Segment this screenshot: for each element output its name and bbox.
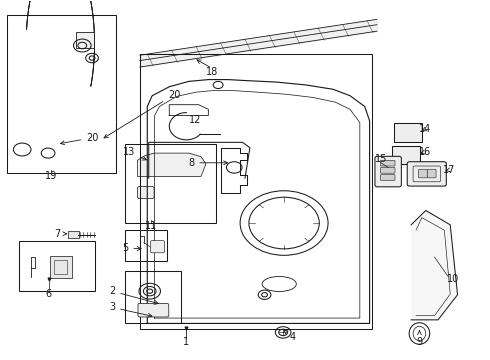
Text: 19: 19	[45, 171, 57, 181]
Text: 1: 1	[183, 337, 190, 347]
FancyBboxPatch shape	[151, 240, 164, 253]
Text: 15: 15	[375, 154, 387, 164]
Text: 8: 8	[188, 158, 228, 168]
FancyBboxPatch shape	[68, 231, 79, 238]
Bar	[140, 54, 372, 329]
FancyBboxPatch shape	[380, 167, 395, 173]
FancyBboxPatch shape	[380, 175, 395, 180]
Bar	[125, 144, 216, 223]
Bar	[125, 230, 167, 261]
Text: 20: 20	[104, 90, 180, 138]
Text: 11: 11	[145, 221, 157, 231]
FancyBboxPatch shape	[138, 303, 169, 317]
Text: 13: 13	[122, 147, 147, 160]
Text: 14: 14	[418, 125, 431, 134]
Text: 12: 12	[189, 115, 201, 125]
FancyBboxPatch shape	[407, 162, 446, 186]
Text: 20: 20	[61, 133, 99, 145]
Text: 16: 16	[418, 147, 431, 157]
Ellipse shape	[140, 164, 155, 171]
FancyBboxPatch shape	[418, 169, 427, 178]
FancyBboxPatch shape	[427, 169, 436, 178]
Text: 7: 7	[54, 229, 67, 239]
Text: 10: 10	[446, 274, 459, 284]
FancyBboxPatch shape	[393, 123, 422, 141]
FancyBboxPatch shape	[76, 32, 94, 48]
FancyBboxPatch shape	[392, 146, 420, 164]
Bar	[19, 241, 95, 291]
Text: 9: 9	[416, 331, 422, 347]
Ellipse shape	[162, 161, 176, 168]
Text: 17: 17	[443, 165, 455, 175]
Text: 18: 18	[206, 67, 218, 77]
Text: 3: 3	[109, 302, 152, 317]
Text: 2: 2	[109, 286, 158, 304]
FancyBboxPatch shape	[50, 256, 72, 278]
FancyBboxPatch shape	[380, 160, 395, 166]
FancyBboxPatch shape	[375, 156, 401, 187]
Bar	[6, 15, 117, 173]
Text: 6: 6	[46, 289, 51, 299]
Polygon shape	[138, 153, 206, 176]
FancyBboxPatch shape	[138, 186, 154, 199]
Text: 4: 4	[284, 330, 296, 342]
Text: 5: 5	[122, 243, 141, 253]
Bar	[125, 271, 181, 323]
Polygon shape	[411, 211, 458, 320]
